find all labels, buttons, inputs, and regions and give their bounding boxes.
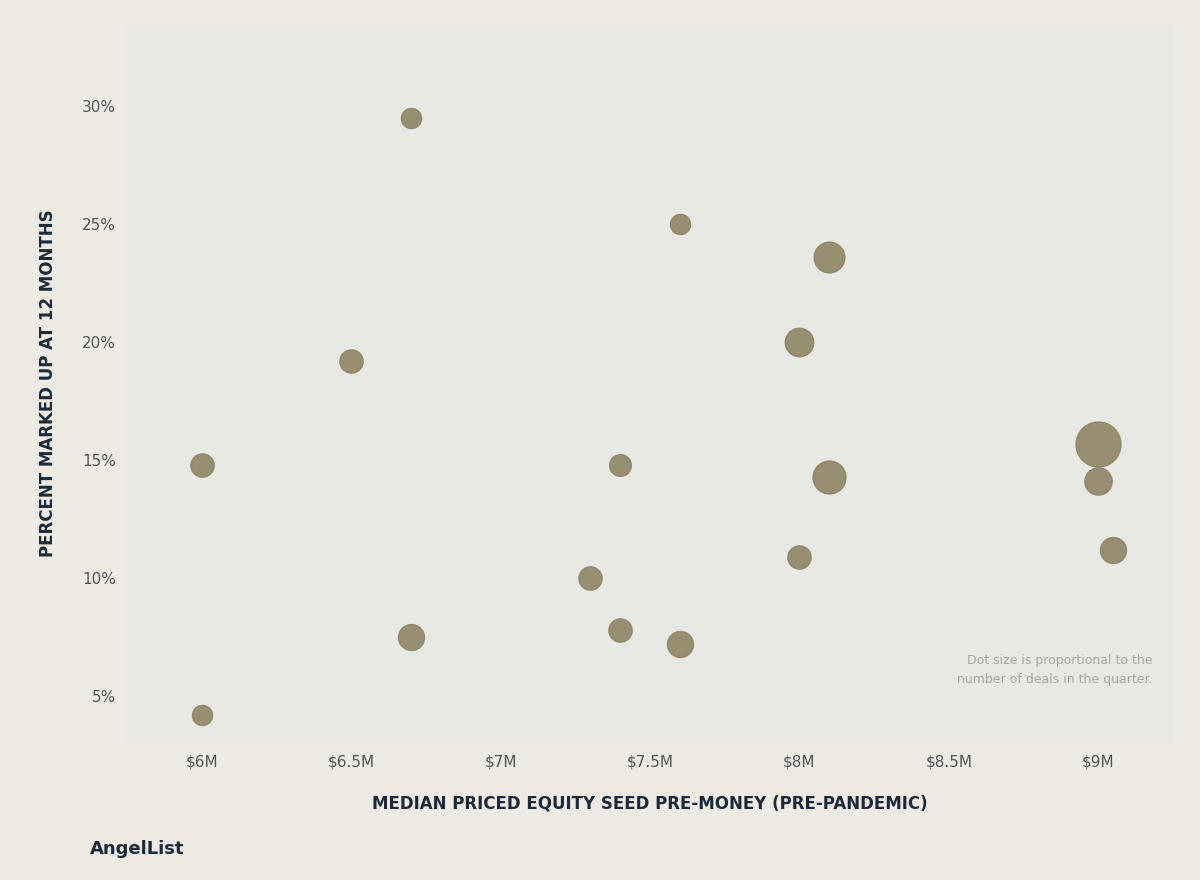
Point: [401, 630, 420, 644]
X-axis label: MEDIAN PRICED EQUITY SEED PRE-MONEY (PRE-PANDEMIC): MEDIAN PRICED EQUITY SEED PRE-MONEY (PRE…: [372, 794, 928, 812]
Text: AngelList: AngelList: [90, 840, 185, 858]
Point: [192, 458, 211, 472]
Point: [611, 623, 630, 637]
Point: [671, 637, 690, 651]
Point: [401, 111, 420, 125]
Point: [342, 354, 361, 368]
Point: [1104, 543, 1123, 557]
Point: [790, 550, 809, 564]
Text: Dot size is proportional to the
number of deals in the quarter.: Dot size is proportional to the number o…: [956, 654, 1152, 686]
Point: [820, 470, 839, 484]
Point: [671, 217, 690, 231]
Point: [820, 250, 839, 264]
Point: [1088, 436, 1108, 451]
Point: [581, 571, 600, 585]
Y-axis label: PERCENT MARKED UP AT 12 MONTHS: PERCENT MARKED UP AT 12 MONTHS: [38, 209, 58, 557]
Point: [611, 458, 630, 472]
Point: [790, 335, 809, 349]
Point: [1088, 474, 1108, 488]
Point: [192, 708, 211, 722]
